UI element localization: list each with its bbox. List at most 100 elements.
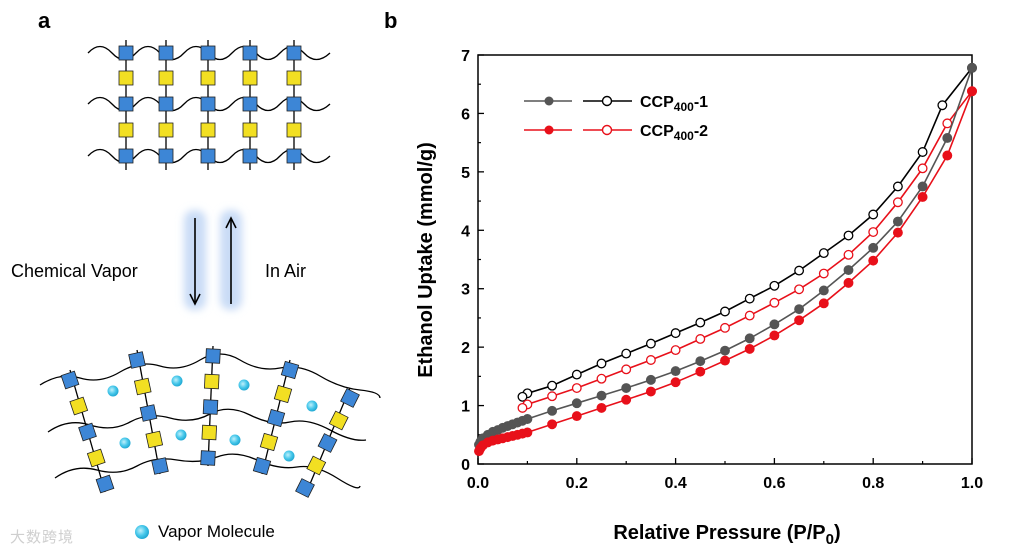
blue-node: [128, 351, 146, 369]
vapor-molecule: [238, 379, 250, 391]
yellow-node: [69, 396, 89, 416]
vapor-molecule: [306, 400, 318, 412]
vapor-molecules: [107, 375, 318, 462]
series-2-desorption-point: [670, 345, 681, 356]
blue-node: [200, 148, 216, 164]
legend-entry-ccp400-1: CCP400-1: [524, 94, 708, 114]
series-2-adsorption-point: [670, 377, 681, 388]
series-1-adsorption-point: [670, 366, 681, 377]
yellow-node: [145, 430, 164, 449]
yellow-node: [328, 410, 349, 431]
watermark: 大数跨境: [10, 529, 75, 546]
chemical-vapor-label: Chemical Vapor: [11, 261, 138, 281]
y-tick-label: 7: [461, 48, 470, 65]
y-axis-title: Ethanol Uptake (mmol/g): [415, 142, 437, 378]
series-1-desorption-point: [517, 391, 528, 402]
x-tick-label: 0.2: [566, 475, 588, 492]
series-2-desorption-point: [892, 197, 903, 208]
yellow-node: [158, 70, 174, 86]
series-1-adsorption-point: [645, 374, 656, 385]
blue-node: [200, 96, 216, 112]
legend-entry-ccp400-2: CCP400-2: [524, 123, 708, 143]
blue-node: [317, 433, 338, 453]
x-tick-label: 0.0: [467, 475, 489, 492]
blue-node: [295, 478, 315, 498]
series-1-adsorption-point: [720, 345, 730, 356]
blue-node: [118, 45, 134, 61]
series-1-desorption-point: [596, 358, 607, 369]
series-1-adsorption-point: [522, 414, 533, 424]
blue-node: [118, 148, 134, 164]
series-1-desorption-point: [720, 306, 730, 317]
series-2-adsorption-point: [522, 427, 533, 438]
y-tick-label: 3: [461, 282, 470, 299]
legend-label-ccp400-2: CCP400-2: [640, 123, 708, 143]
blue-node: [205, 348, 221, 364]
series-2-desorption-point: [596, 373, 607, 384]
legend: CCP400-1 CCP400-2: [524, 94, 708, 143]
blue-node: [280, 360, 300, 380]
yellow-node: [273, 384, 293, 404]
x-tick-label: 0.8: [862, 475, 884, 492]
blue-node: [158, 45, 174, 61]
series-2-adsorption-point: [744, 343, 755, 354]
series-2-adsorption-point: [547, 419, 558, 430]
series-1-adsorption-point: [571, 398, 582, 409]
series-1-desorption-point: [843, 230, 854, 241]
y-tick-label: 6: [461, 106, 470, 123]
vapor-molecule: [107, 385, 119, 397]
series-2-desorption-line: [522, 90, 973, 409]
vapor-legend-icon: [135, 525, 149, 539]
in-air-label: In Air: [265, 261, 307, 281]
ordered-network: [87, 40, 331, 170]
series-1-desorption-point: [744, 293, 755, 304]
yellow-node: [259, 432, 279, 452]
series-2-desorption-point: [794, 284, 805, 295]
plot-frame: [477, 54, 973, 465]
series-layer: [474, 62, 977, 457]
legend-marker-filled: [544, 125, 554, 135]
series-2-adsorption-point: [892, 227, 903, 238]
yellow-node: [200, 70, 216, 86]
yellow-node: [200, 122, 216, 138]
series-1-adsorption-point: [596, 390, 607, 401]
series-1-desorption-point: [892, 181, 903, 192]
blue-node: [158, 96, 174, 112]
series-1-adsorption-point: [942, 133, 953, 143]
y-tick-label: 2: [461, 340, 470, 357]
series-1-adsorption-point: [794, 304, 805, 315]
yellow-node: [201, 424, 218, 441]
axis-ticks: 0.0 0.2 0.4 0.6 0.8 1.0 0 1 2 3 4 5 6 7: [461, 48, 983, 492]
series-2-adsorption-point: [967, 86, 977, 97]
series-2-desorption-point: [547, 391, 558, 402]
y-tick-label: 5: [461, 165, 470, 182]
blue-node: [139, 404, 158, 422]
blue-node: [286, 45, 302, 61]
series-2-desorption-point: [942, 118, 953, 129]
series-2-adsorption-point: [695, 366, 706, 377]
vapor-molecule: [229, 434, 241, 446]
blue-node: [118, 96, 134, 112]
yellow-node: [118, 122, 134, 138]
series-1-desorption-point: [670, 328, 681, 339]
blue-node: [242, 148, 258, 164]
y-tick-label: 4: [461, 223, 470, 240]
series-2-adsorption-point: [794, 315, 805, 326]
series-2-adsorption-point: [868, 255, 879, 266]
series-1-adsorption-point: [868, 242, 879, 253]
yellow-node: [242, 122, 258, 138]
series-2-desorption-point: [744, 310, 755, 321]
yellow-node: [306, 455, 327, 476]
polymer-chain: [54, 453, 361, 489]
yellow-node: [86, 448, 106, 468]
series-2-adsorption-point: [621, 394, 632, 405]
series-1-desorption-point: [645, 338, 656, 349]
vapor-molecule: [175, 429, 187, 441]
yellow-node: [286, 70, 302, 86]
blue-node: [242, 96, 258, 112]
blue-node: [266, 408, 286, 428]
legend-marker-filled: [544, 96, 554, 106]
swollen-network: [39, 345, 381, 498]
series-1-desorption-point: [868, 209, 879, 220]
